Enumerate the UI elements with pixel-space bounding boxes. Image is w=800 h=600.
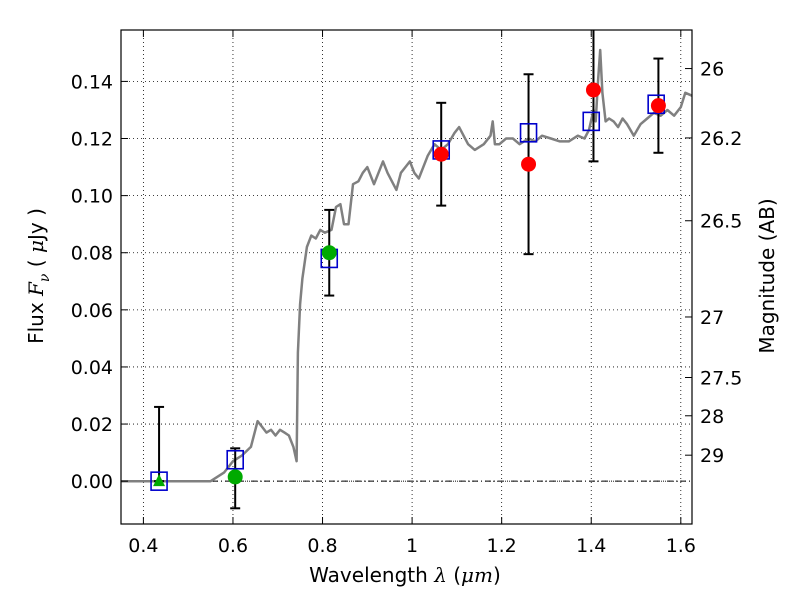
y-tick-label: 0.12 [71,129,113,151]
grid-lines [121,30,692,524]
magnitude-axis-ticks: 26 26.2 26.5 27 27.5 28 29 [685,59,742,467]
y-tick-label: 0.14 [71,71,113,93]
plot-frame [120,29,693,525]
magnitude-tick-label: 26.5 [700,211,742,233]
x-axis-ticks: 0.4 0.6 0.8 1 1.2 1.4 1.6 [128,30,696,557]
observed-flux-markers [153,82,666,487]
model-flux-square [582,111,601,132]
x-tick-label: 0.4 [128,535,158,557]
y-axis-title: Flux Fν ( μJy ) [24,208,53,344]
y-tick-label: 0.06 [71,300,113,322]
observed-flux-point [321,245,337,261]
magnitude-tick-label: 27.5 [700,368,742,390]
right-axis-title: Magnitude (AB) [755,198,779,353]
x-tick-label: 1.6 [666,535,696,557]
y-tick-label: 0.02 [71,414,113,436]
y-tick-label: 0.04 [71,357,113,379]
y-tick-label: 0.08 [71,243,113,265]
x-tick-label: 1.4 [576,535,606,557]
upper-limit-triangle [153,474,166,487]
observed-flux-point [585,82,601,98]
magnitude-tick-label: 27 [700,307,724,329]
magnitude-tick-label: 26 [700,59,724,81]
observed-flux-point [227,469,243,485]
model-spectrum-line [121,48,693,483]
y-tick-label: 0.10 [71,186,113,208]
model-flux-square [519,122,538,143]
magnitude-tick-label: 26.2 [700,128,742,150]
model-flux-square [226,449,244,470]
model-flux-markers [150,94,665,491]
magnitude-tick-label: 29 [700,445,724,467]
observed-flux-point [650,98,666,114]
x-tick-label: 1 [406,535,418,557]
observed-flux-point [521,156,537,172]
observed-flux-point [433,146,449,162]
y-axis-ticks: 0.00 0.02 0.04 0.06 0.08 0.10 0.12 0.14 [71,71,128,493]
x-axis-title: Wavelength λ (μm) [309,563,501,587]
x-tick-label: 0.6 [218,535,248,557]
x-tick-label: 1.2 [487,535,517,557]
model-flux-square [150,471,168,491]
error-bars [154,30,664,510]
x-tick-label: 0.8 [307,535,337,557]
y-tick-label: 0.00 [71,471,113,493]
magnitude-tick-label: 28 [700,406,724,428]
